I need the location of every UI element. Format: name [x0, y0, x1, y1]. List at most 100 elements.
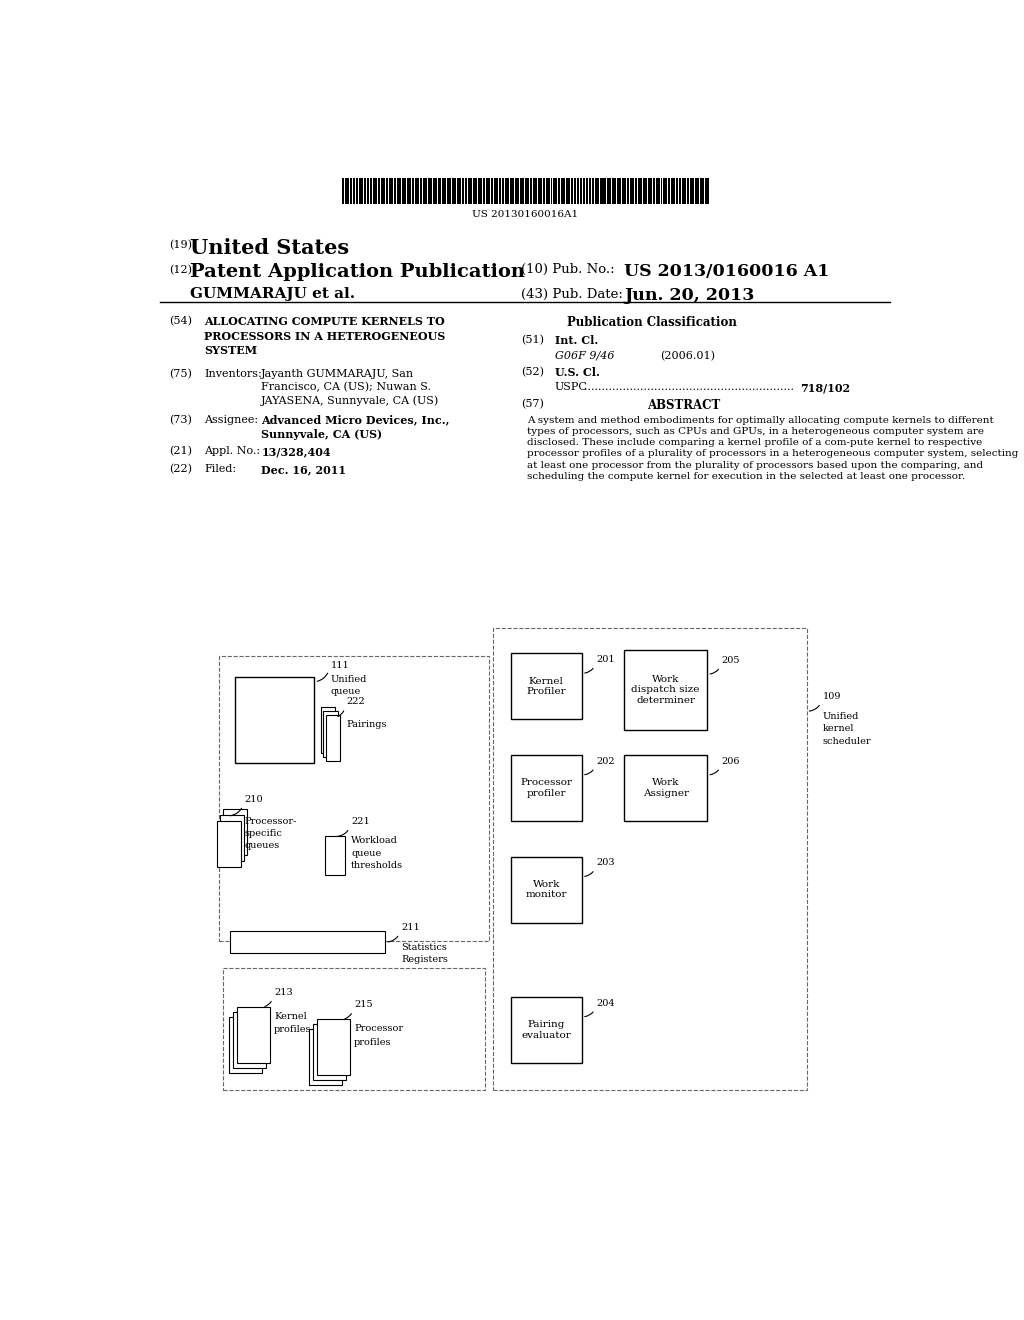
FancyBboxPatch shape [223, 969, 485, 1090]
Bar [510, 178, 514, 205]
Bar [623, 178, 626, 205]
Bar [453, 178, 457, 205]
Text: 109: 109 [822, 692, 841, 701]
Bar [648, 178, 651, 205]
Bar [595, 178, 599, 205]
Text: (51): (51) [521, 335, 544, 346]
Text: (52): (52) [521, 367, 544, 378]
Text: 205: 205 [722, 656, 740, 665]
Text: 203: 203 [596, 858, 614, 867]
Bar [630, 178, 634, 205]
Bar [462, 178, 464, 205]
Bar [383, 178, 385, 205]
Bar [525, 178, 529, 205]
Bar [624, 651, 708, 730]
Text: Work
monitor: Work monitor [525, 880, 567, 899]
Bar [229, 931, 385, 953]
Bar [561, 178, 565, 205]
Text: ALLOCATING COMPUTE KERNELS TO
PROCESSORS IN A HETEROGENEOUS
SYSTEM: ALLOCATING COMPUTE KERNELS TO PROCESSORS… [204, 315, 445, 356]
Bar [627, 178, 629, 205]
Bar [394, 178, 396, 205]
Bar [520, 178, 524, 205]
Bar [367, 178, 369, 205]
Bar [638, 178, 642, 205]
Bar [359, 178, 362, 205]
Bar [546, 178, 550, 205]
Bar [397, 178, 401, 205]
Text: (2006.01): (2006.01) [659, 351, 715, 360]
Text: Pairings: Pairings [346, 721, 387, 730]
Text: Advanced Micro Devices, Inc.,
Sunnyvale, CA (US): Advanced Micro Devices, Inc., Sunnyvale,… [261, 414, 450, 440]
Bar [600, 178, 603, 205]
Bar [511, 997, 582, 1063]
Bar [592, 178, 594, 205]
Bar [624, 755, 708, 821]
Bar [583, 178, 585, 205]
Text: USPC: USPC [555, 381, 588, 392]
Bar [217, 821, 241, 867]
Bar [223, 809, 247, 854]
Bar [515, 178, 519, 205]
Bar [350, 178, 352, 205]
Text: (22): (22) [169, 465, 193, 475]
Text: (43) Pub. Date:: (43) Pub. Date: [521, 288, 623, 301]
Bar [313, 1024, 346, 1080]
Bar [511, 653, 582, 719]
Bar [386, 178, 388, 205]
Text: ABSTRACT: ABSTRACT [647, 399, 720, 412]
Bar [655, 178, 659, 205]
Bar [699, 178, 703, 205]
Bar [558, 178, 560, 205]
Bar [505, 178, 509, 205]
Bar [373, 178, 377, 205]
Bar [220, 814, 244, 861]
Text: Patent Application Publication: Patent Application Publication [189, 263, 525, 281]
Text: 206: 206 [722, 756, 740, 766]
Text: Statistics: Statistics [401, 942, 446, 952]
Bar [705, 178, 709, 205]
Text: Assignee:: Assignee: [204, 414, 258, 425]
Text: Jayanth GUMMARAJU, San
Francisco, CA (US); Nuwan S.
JAYASENA, Sunnyvale, CA (US): Jayanth GUMMARAJU, San Francisco, CA (US… [261, 368, 439, 407]
Text: US 2013/0160016 A1: US 2013/0160016 A1 [624, 263, 829, 280]
Bar [511, 755, 582, 821]
Text: U.S. Cl.: U.S. Cl. [555, 367, 600, 378]
Text: kernel: kernel [822, 725, 854, 734]
Bar [571, 178, 573, 205]
Text: 213: 213 [274, 987, 293, 997]
Text: Unified: Unified [822, 713, 859, 721]
Bar [420, 178, 422, 205]
Text: 111: 111 [331, 660, 349, 669]
Bar [612, 178, 616, 205]
Bar [643, 178, 647, 205]
Text: 202: 202 [596, 756, 614, 766]
Text: Work
Assigner: Work Assigner [643, 779, 689, 797]
Text: GUMMARAJU et al.: GUMMARAJU et al. [189, 288, 355, 301]
Bar [574, 178, 577, 205]
Bar [551, 178, 553, 205]
Bar [589, 178, 591, 205]
Bar [529, 178, 531, 205]
Text: Registers: Registers [401, 956, 447, 964]
Text: 204: 204 [596, 999, 614, 1007]
Bar [672, 178, 675, 205]
Text: Jun. 20, 2013: Jun. 20, 2013 [624, 288, 755, 305]
Bar [604, 178, 606, 205]
Text: Publication Classification: Publication Classification [567, 315, 736, 329]
Bar [381, 178, 383, 205]
Bar [485, 178, 489, 205]
Text: 210: 210 [245, 795, 263, 804]
Bar [687, 178, 689, 205]
Bar [316, 1019, 350, 1076]
Bar [682, 178, 686, 205]
Bar [494, 178, 496, 205]
Bar [577, 178, 579, 205]
Text: Processor
profiler: Processor profiler [520, 779, 572, 797]
Bar [325, 837, 345, 875]
Bar [490, 178, 493, 205]
Bar [695, 178, 698, 205]
Text: 215: 215 [354, 1001, 373, 1008]
Bar [353, 178, 355, 205]
Text: 222: 222 [346, 697, 365, 706]
Bar [437, 178, 441, 205]
Text: A system and method embodiments for optimally allocating compute kernels to diff: A system and method embodiments for opti… [527, 416, 1019, 480]
